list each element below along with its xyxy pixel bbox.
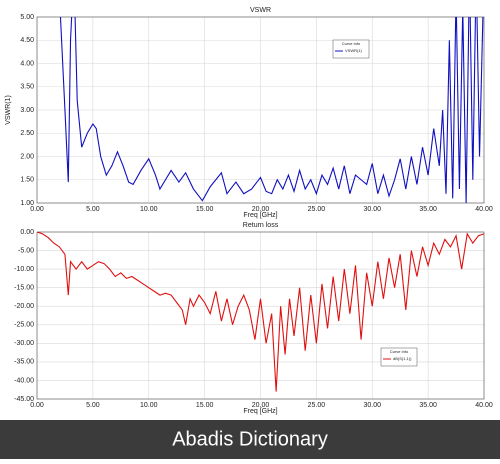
chart-title: VSWR bbox=[250, 7, 271, 14]
y-tick-label: -10.00 bbox=[14, 266, 34, 273]
y-tick-label: 2.50 bbox=[20, 130, 34, 137]
x-tick-label: 35.00 bbox=[419, 206, 437, 213]
x-tick-label: 5.00 bbox=[86, 402, 100, 409]
y-tick-label: 1.50 bbox=[20, 177, 34, 184]
legend-title: Curve Info bbox=[390, 349, 409, 354]
data-line bbox=[59, 17, 484, 203]
x-tick-label: 10.00 bbox=[140, 206, 158, 213]
legend-entry: VSWR(1) bbox=[345, 48, 363, 53]
caption-bar bbox=[0, 420, 500, 459]
x-tick-label: 30.00 bbox=[363, 402, 381, 409]
y-tick-label: -20.00 bbox=[14, 303, 34, 310]
series-group bbox=[59, 17, 484, 203]
x-tick-label: 25.00 bbox=[308, 402, 326, 409]
x-tick-label: 10.00 bbox=[140, 402, 158, 409]
chart-title: Return loss bbox=[243, 222, 279, 229]
caption: Abadis Dictionary bbox=[172, 428, 328, 450]
y-tick-label: 3.00 bbox=[20, 107, 34, 114]
x-tick-label: 40.00 bbox=[475, 206, 493, 213]
x-tick-label: 0.00 bbox=[30, 206, 44, 213]
x-tick-label: 15.00 bbox=[196, 206, 214, 213]
y-tick-label: 2.00 bbox=[20, 153, 34, 160]
y-tick-label: -25.00 bbox=[14, 322, 34, 329]
plot-frame bbox=[36, 16, 485, 204]
y-tick-label: 5.00 bbox=[20, 14, 34, 21]
series-group bbox=[37, 232, 484, 392]
x-tick-label: 30.00 bbox=[363, 206, 381, 213]
x-tick-label: 35.00 bbox=[419, 402, 437, 409]
y-tick-label: 0.00 bbox=[20, 229, 34, 236]
x-tick-label: 0.00 bbox=[30, 402, 44, 409]
x-axis-label: Freq [GHz] bbox=[243, 212, 277, 219]
legend-box bbox=[332, 39, 370, 59]
legend-box bbox=[380, 347, 418, 367]
data-line bbox=[37, 232, 484, 392]
legend-title: Curve Info bbox=[342, 41, 361, 46]
x-tick-label: 40.00 bbox=[475, 402, 493, 409]
y-tick-label: 4.50 bbox=[20, 37, 34, 44]
x-tick-label: 15.00 bbox=[196, 402, 214, 409]
y-tick-label: -5.00 bbox=[18, 247, 34, 254]
y-axis-label: VSWR(1) bbox=[5, 95, 12, 125]
x-tick-label: 5.00 bbox=[86, 206, 100, 213]
y-tick-label: -45.00 bbox=[14, 396, 34, 403]
y-tick-label: -35.00 bbox=[14, 359, 34, 366]
x-tick-label: 20.00 bbox=[252, 206, 270, 213]
x-axis-label: Freq [GHz] bbox=[243, 408, 277, 415]
y-tick-label: -15.00 bbox=[14, 285, 34, 292]
x-tick-label: 25.00 bbox=[308, 206, 326, 213]
plot-frame bbox=[36, 231, 485, 400]
x-tick-label: 20.00 bbox=[252, 402, 270, 409]
y-tick-label: -40.00 bbox=[14, 377, 34, 384]
y-tick-label: 1.00 bbox=[20, 200, 34, 207]
y-tick-label: 4.00 bbox=[20, 60, 34, 67]
y-tick-label: 3.50 bbox=[20, 84, 34, 91]
legend-entry: dB(S(1,1)) bbox=[393, 356, 412, 361]
y-tick-label: -30.00 bbox=[14, 340, 34, 347]
